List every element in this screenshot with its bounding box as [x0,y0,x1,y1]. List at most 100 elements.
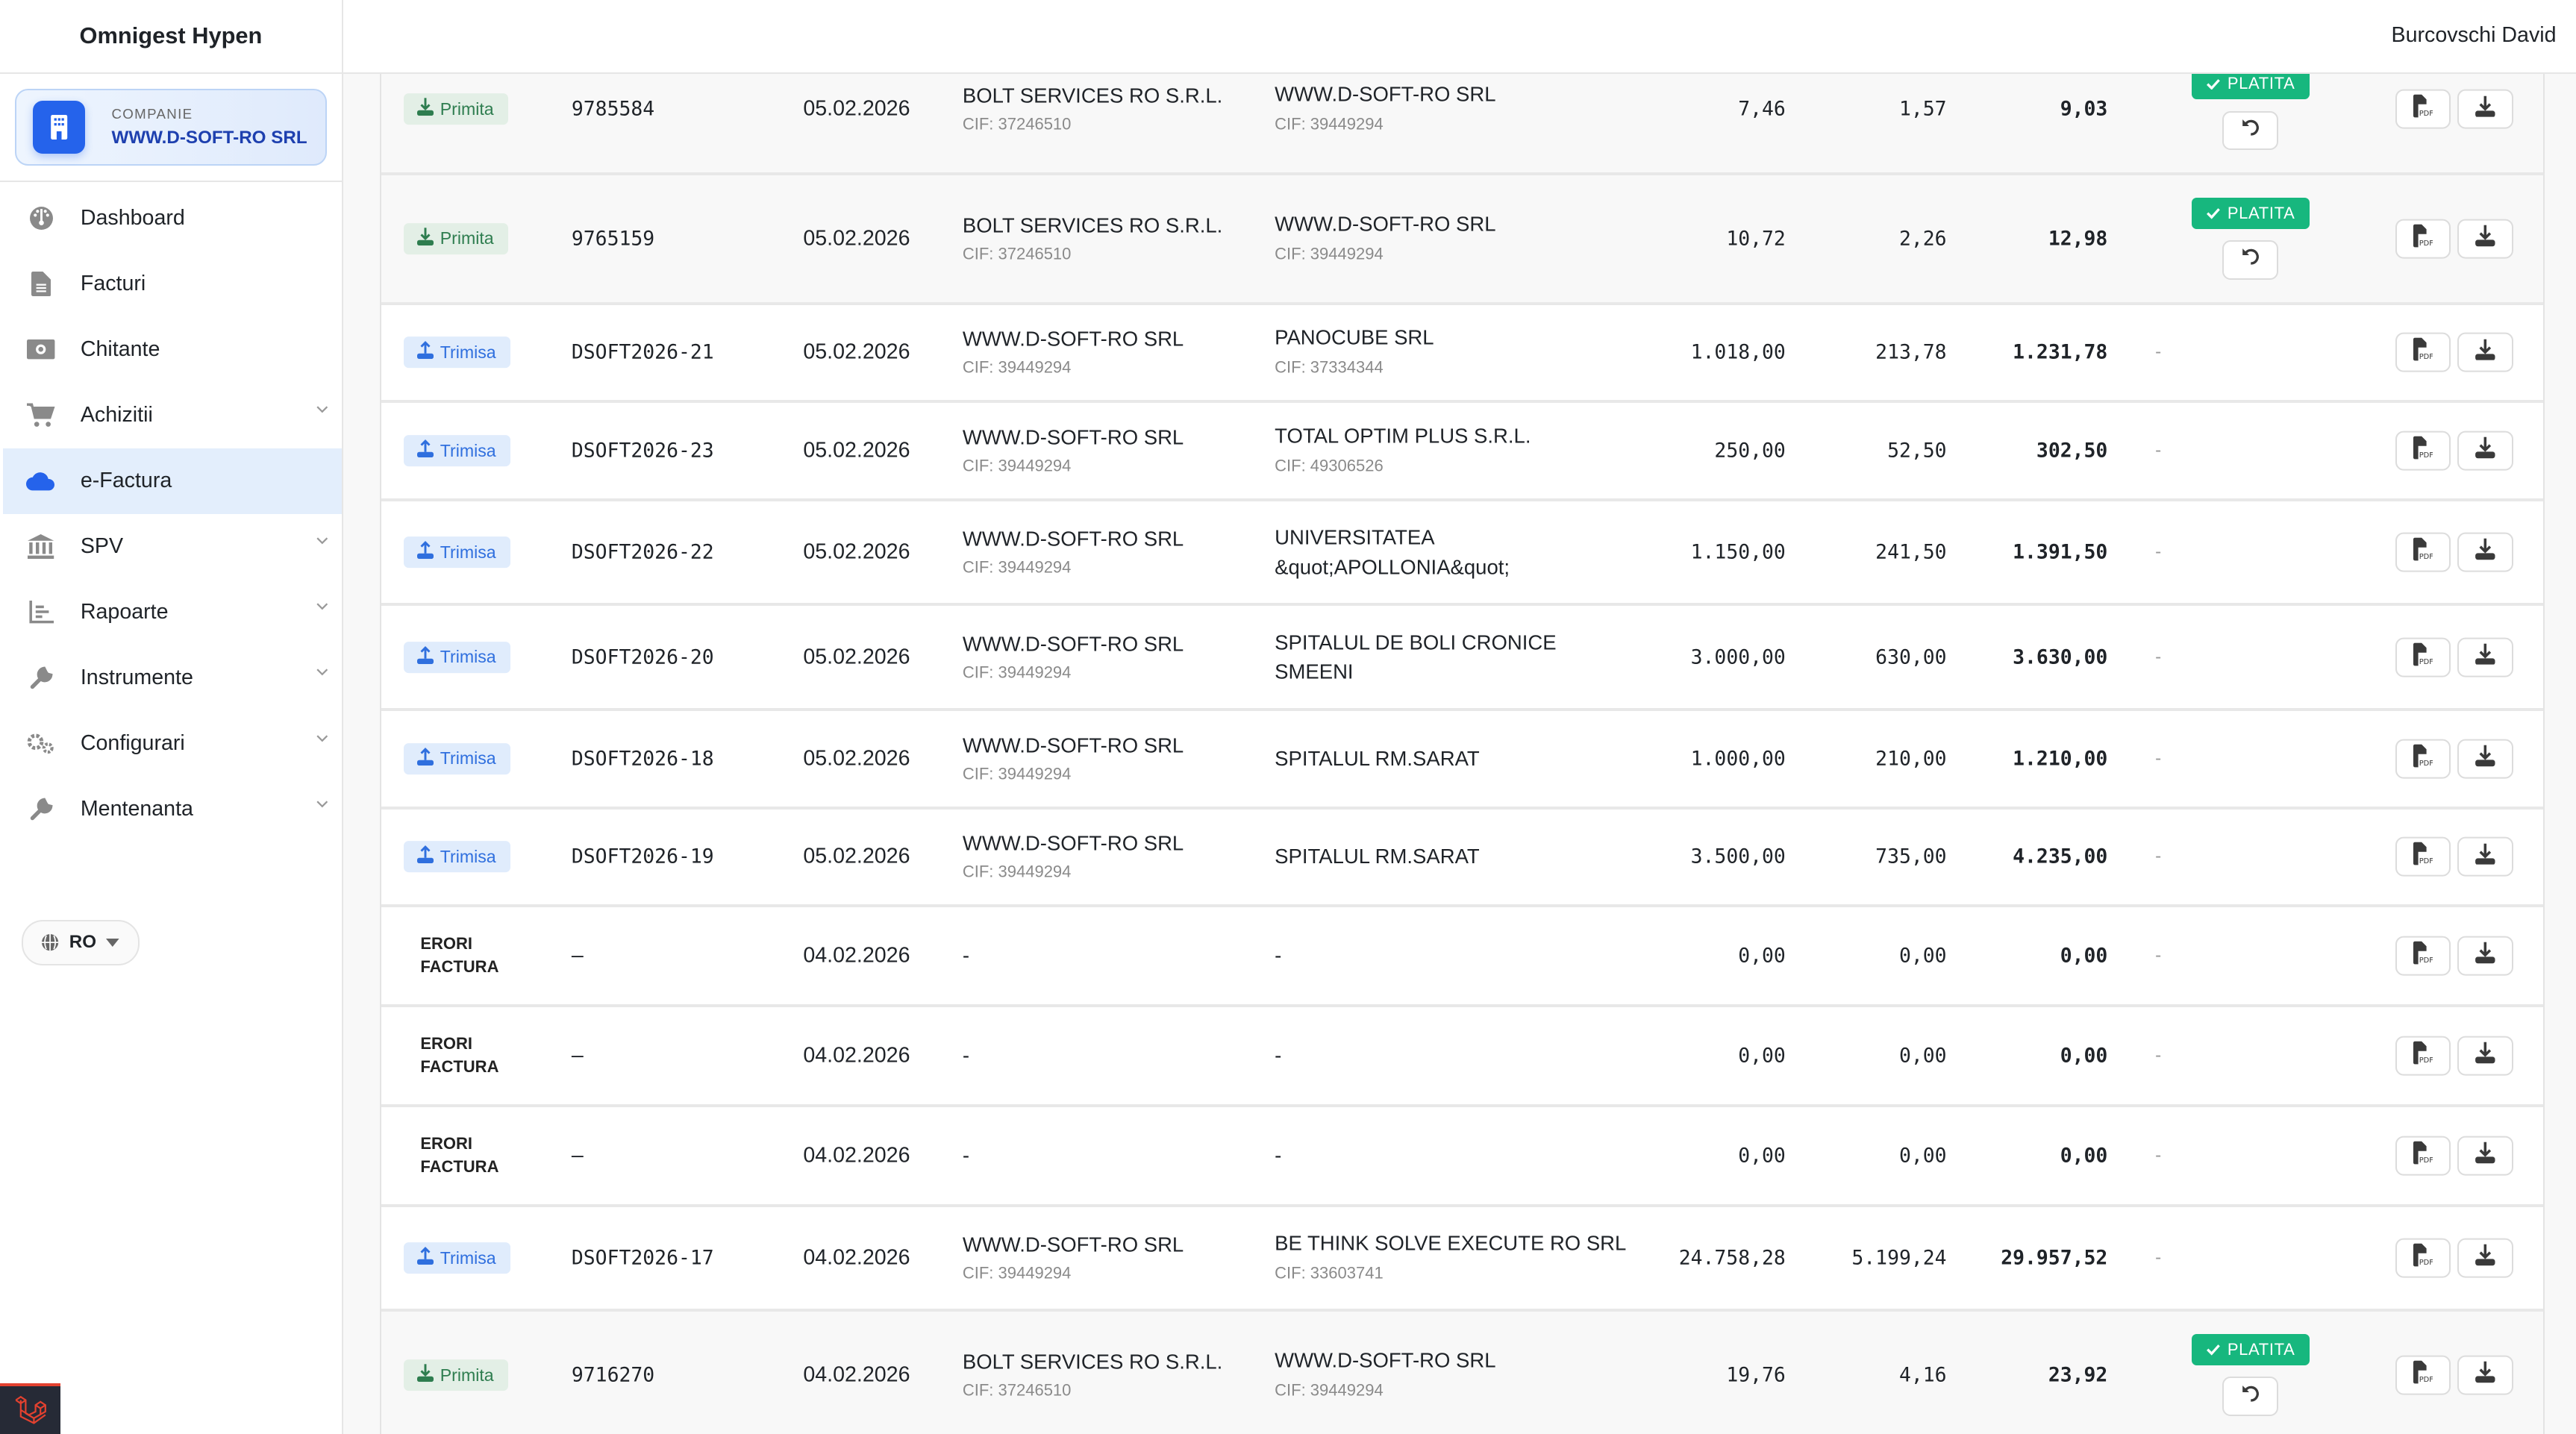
download-button[interactable] [2457,1238,2514,1278]
upload-icon [416,645,434,669]
table-row[interactable]: Trimisa DSOFT2026-22 05.02.2026 WWW.D-SOFT-… [381,501,2543,607]
invoice-number[interactable]: 9765159 [571,227,655,251]
receiver-name: PANOCUBE SRL [1275,325,1434,349]
pdf-button[interactable]: PDF [2395,219,2451,259]
table-row[interactable]: Trimisa DSOFT2026-23 05.02.2026 WWW.D-SOFT-… [381,403,2543,501]
svg-text:PDF: PDF [2419,1056,2433,1064]
invoice-number[interactable]: 9716270 [571,1363,655,1387]
pdf-button[interactable]: PDF [2395,430,2451,471]
table-row[interactable]: Trimisa DSOFT2026-19 05.02.2026 WWW.D-SOFT-… [381,809,2543,908]
download-button[interactable] [2457,89,2514,129]
table-row[interactable]: ERORI FACTURA – 04.02.2026 - - 0,00 0,00 0,00 - P… [381,1107,2543,1207]
download-button[interactable] [2457,837,2514,877]
sidebar-item-dashboard[interactable]: Dashboard [3,185,342,251]
upload-icon [416,541,434,563]
issuer-name: WWW.D-SOFT-RO SRL [962,632,1184,656]
download-button[interactable] [2457,1036,2514,1076]
pdf-button[interactable]: PDF [2395,837,2451,877]
paid-label: PLATITA [2227,1340,2295,1359]
pdf-button[interactable]: PDF [2395,1238,2451,1278]
invoice-number[interactable]: – [571,944,584,968]
invoice-number[interactable]: DSOFT2026-20 [571,645,714,669]
top-header: Burcovschi David [343,0,2576,74]
pdf-icon: PDF [2413,94,2433,124]
download-button[interactable] [2457,936,2514,976]
company-selector[interactable]: COMPANIE WWW.D-SOFT-RO SRL [14,88,328,166]
laravel-debugbar-icon[interactable] [0,1383,61,1434]
pdf-icon: PDF [2413,338,2433,367]
pdf-button[interactable]: PDF [2395,1036,2451,1076]
pdf-button[interactable]: PDF [2395,532,2451,572]
download-button[interactable] [2457,333,2514,372]
vat-amount: 5.199,24 [1851,1246,1947,1270]
download-button[interactable] [2457,739,2514,779]
chevron-down-icon [316,734,328,742]
sidebar-item-instrumente[interactable]: Instrumente [3,645,342,711]
table-row[interactable]: Primita 9716270 04.02.2026 BOLT SERVICES RO… [381,1312,2543,1434]
table-row[interactable]: Trimisa DSOFT2026-20 05.02.2026 WWW.D-SOFT-… [381,606,2543,711]
pdf-button[interactable]: PDF [2395,1355,2451,1395]
receiver: WWW.D-SOFT-RO SRL CIF: 39449294 [1275,209,1636,268]
pdf-icon: PDF [2413,537,2433,567]
download-icon [2475,96,2496,123]
download-button[interactable] [2457,430,2514,471]
pdf-icon: PDF [2413,1041,2433,1071]
sidebar-item-rapoarte[interactable]: Rapoarte [3,580,342,645]
invoice-number[interactable]: DSOFT2026-21 [571,340,714,364]
sidebar-item-label: Mentenanta [80,797,193,821]
pdf-button[interactable]: PDF [2395,89,2451,129]
sidebar-item-configurari[interactable]: Configurari [3,711,342,777]
pdf-button[interactable]: PDF [2395,1136,2451,1176]
sidebar-item-spv[interactable]: SPV [3,514,342,580]
sidebar-item-facturi[interactable]: Facturi [3,251,342,316]
download-button[interactable] [2457,1136,2514,1176]
pdf-icon: PDF [2413,842,2433,871]
sidebar-item-chitante[interactable]: Chitante [3,316,342,382]
table-row[interactable]: Primita 9785584 05.02.2026 BOLT SERVICES RO… [381,74,2543,176]
sidebar: Omnigest Hypen COMPANIE WWW.D-SOFT-RO SR… [0,0,343,1434]
chevron-down-icon [316,537,328,545]
pdf-button[interactable]: PDF [2395,739,2451,779]
pdf-button[interactable]: PDF [2395,936,2451,976]
download-button[interactable] [2457,1355,2514,1395]
invoice-date: 04.02.2026 [803,1362,910,1387]
table-row[interactable]: Trimisa DSOFT2026-21 05.02.2026 WWW.D-SOFT-… [381,304,2543,404]
pdf-button[interactable]: PDF [2395,333,2451,372]
sidebar-item-mentenanta[interactable]: Mentenanta [3,777,342,842]
user-menu[interactable]: Burcovschi David [2391,22,2557,47]
download-button[interactable] [2457,532,2514,572]
svg-text:PDF: PDF [2419,760,2433,767]
download-icon [2475,225,2496,253]
language-selector[interactable]: RO [21,919,140,966]
pdf-button[interactable]: PDF [2395,637,2451,677]
table-row[interactable]: Primita 9765159 05.02.2026 BOLT SERVICES RO… [381,175,2543,305]
total-amount: 12,98 [2048,227,2108,251]
download-button[interactable] [2457,637,2514,677]
receiver-cif: CIF: 33603741 [1275,1263,1384,1283]
table-row[interactable]: ERORI FACTURA – 04.02.2026 - - 0,00 0,00 0,00 - P… [381,1007,2543,1108]
sidebar-item-achizitii[interactable]: Achizitii [3,382,342,448]
invoice-number[interactable]: DSOFT2026-19 [571,845,714,868]
payment-status: - [2155,846,2162,867]
invoice-number[interactable]: 9785584 [571,97,655,121]
undo-payment-button[interactable] [2222,1377,2279,1417]
invoice-number[interactable]: DSOFT2026-18 [571,747,714,771]
download-button[interactable] [2457,219,2514,259]
invoice-number[interactable]: DSOFT2026-17 [571,1246,714,1270]
issuer-name: WWW.D-SOFT-RO SRL [962,733,1184,757]
issuer-cif: CIF: 39449294 [962,557,1072,577]
table-row[interactable]: Trimisa DSOFT2026-17 04.02.2026 WWW.D-SOFT-… [381,1206,2543,1312]
undo-payment-button[interactable] [2222,110,2279,151]
sidebar-item-e-factura[interactable]: e-Factura [3,448,342,514]
table-row[interactable]: ERORI FACTURA – 04.02.2026 - - 0,00 0,00 0,00 - P… [381,907,2543,1008]
payment-status: - [2155,440,2162,461]
invoice-number[interactable]: – [571,1044,584,1068]
status-badge-sent: Trimisa [404,742,511,774]
table-row[interactable]: Trimisa DSOFT2026-18 05.02.2026 WWW.D-SOFT-… [381,710,2543,810]
invoice-number[interactable]: DSOFT2026-23 [571,439,714,463]
row-actions: PDF [2395,532,2514,572]
invoice-number[interactable]: – [571,1144,584,1168]
undo-payment-button[interactable] [2222,240,2279,280]
invoice-number[interactable]: DSOFT2026-22 [571,540,714,564]
vat-amount: 735,00 [1875,845,1947,868]
